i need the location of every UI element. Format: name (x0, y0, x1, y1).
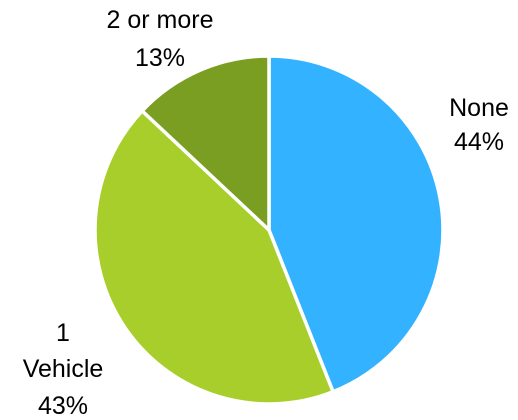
slice-label-none: None 44% (449, 94, 509, 156)
slice-label-2-or-more-percent: 13% (135, 44, 185, 72)
pie-slice-none (267, 54, 445, 395)
pie-slice-2-or-more (139, 54, 271, 235)
pie-slice-1-vehicle (93, 108, 336, 406)
slice-label-1-vehicle-percent: 43% (38, 392, 88, 420)
slice-label-1-vehicle-name-line1: 1 (56, 319, 70, 347)
pie-slices (93, 54, 445, 406)
slice-label-2-or-more: 2 or more 13% (107, 6, 214, 72)
slice-label-1-vehicle-name-line2: Vehicle (23, 355, 104, 383)
slice-label-none-name: None (449, 94, 509, 122)
slice-label-none-percent: 44% (454, 128, 504, 156)
slice-label-2-or-more-name: 2 or more (107, 6, 214, 34)
slice-label-1-vehicle: 1 Vehicle 43% (23, 319, 104, 420)
